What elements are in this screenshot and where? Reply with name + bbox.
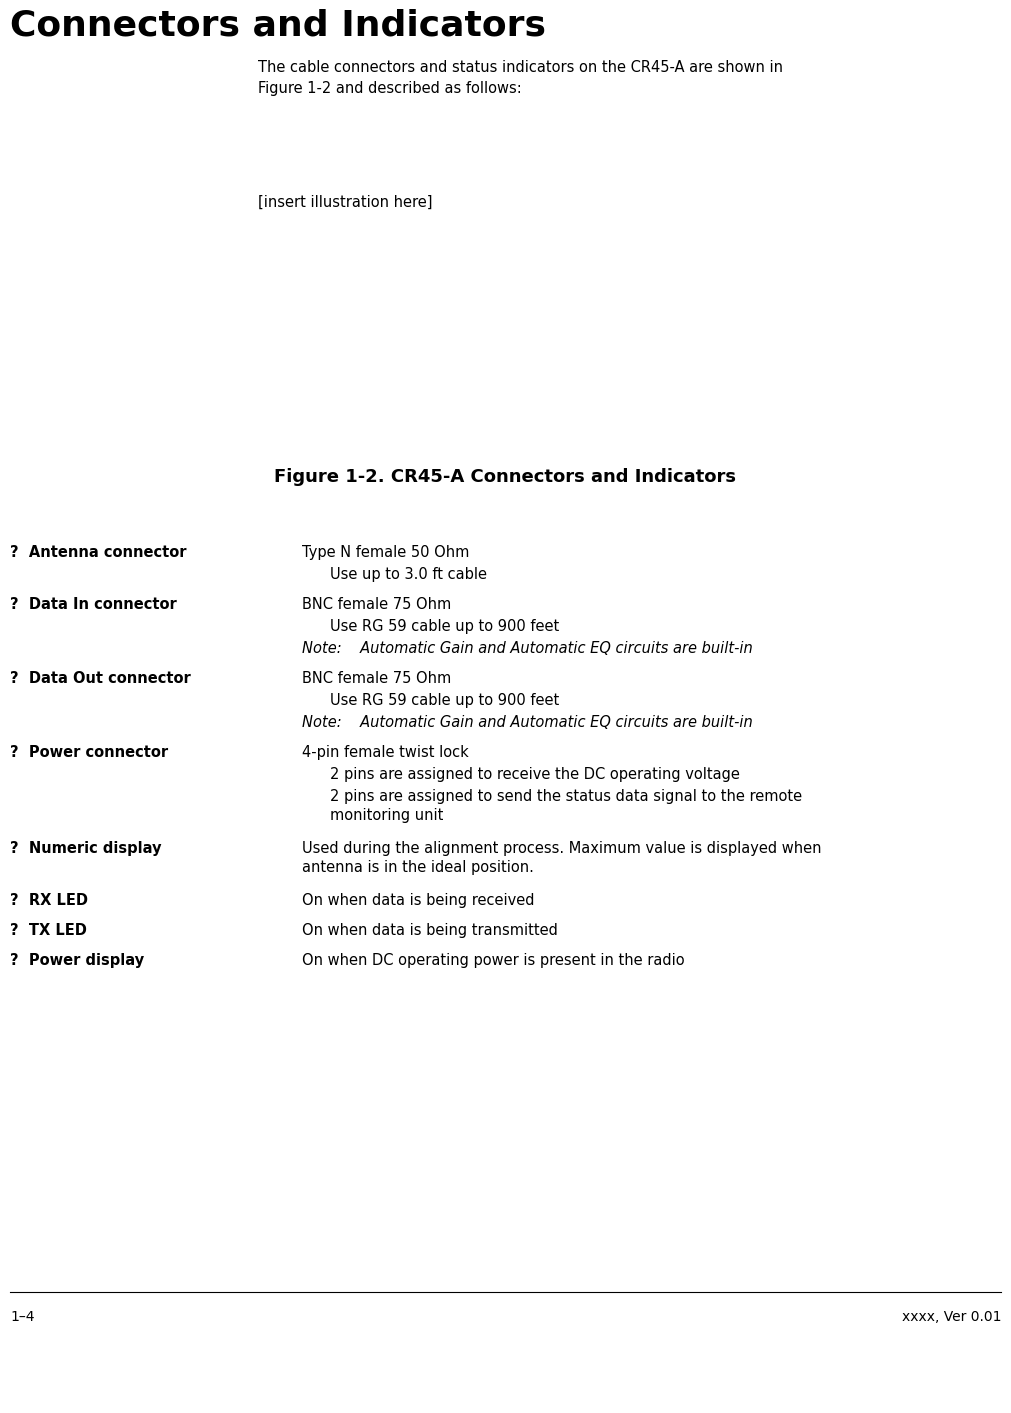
Text: Figure 1-2. CR45-A Connectors and Indicators: Figure 1-2. CR45-A Connectors and Indica… [274, 468, 736, 486]
Text: 4-pin female twist lock: 4-pin female twist lock [302, 745, 469, 760]
Text: [insert illustration here]: [insert illustration here] [258, 195, 433, 211]
Text: ?  Numeric display: ? Numeric display [10, 841, 162, 856]
Text: ?  Antenna connector: ? Antenna connector [10, 545, 186, 560]
Text: ?  RX LED: ? RX LED [10, 893, 88, 909]
Text: Used during the alignment process. Maximum value is displayed when
antenna is in: Used during the alignment process. Maxim… [302, 841, 822, 875]
Text: On when data is being received: On when data is being received [302, 893, 535, 909]
Text: Use RG 59 cable up to 900 feet: Use RG 59 cable up to 900 feet [330, 692, 559, 708]
Text: The cable connectors and status indicators on the CR45-A are shown in
Figure 1-2: The cable connectors and status indicato… [258, 59, 783, 96]
Text: On when data is being transmitted: On when data is being transmitted [302, 923, 558, 938]
Text: Note:    Automatic Gain and Automatic EQ circuits are built-in: Note: Automatic Gain and Automatic EQ ci… [302, 715, 753, 731]
Text: 2 pins are assigned to send the status data signal to the remote
monitoring unit: 2 pins are assigned to send the status d… [330, 788, 802, 822]
Text: Connectors and Indicators: Connectors and Indicators [10, 8, 546, 42]
Text: BNC female 75 Ohm: BNC female 75 Ohm [302, 598, 451, 612]
Text: BNC female 75 Ohm: BNC female 75 Ohm [302, 671, 451, 685]
Text: 2 pins are assigned to receive the DC operating voltage: 2 pins are assigned to receive the DC op… [330, 767, 740, 781]
Text: xxxx, Ver 0.01: xxxx, Ver 0.01 [902, 1310, 1001, 1324]
Text: On when DC operating power is present in the radio: On when DC operating power is present in… [302, 952, 684, 968]
Text: ?  TX LED: ? TX LED [10, 923, 87, 938]
Text: Use RG 59 cable up to 900 feet: Use RG 59 cable up to 900 feet [330, 619, 559, 634]
Text: 1–4: 1–4 [10, 1310, 34, 1324]
Text: ?  Data Out connector: ? Data Out connector [10, 671, 191, 685]
Text: Note:    Automatic Gain and Automatic EQ circuits are built-in: Note: Automatic Gain and Automatic EQ ci… [302, 642, 753, 656]
Text: Type N female 50 Ohm: Type N female 50 Ohm [302, 545, 469, 560]
Text: ?  Power connector: ? Power connector [10, 745, 168, 760]
Text: Use up to 3.0 ft cable: Use up to 3.0 ft cable [330, 567, 487, 582]
Text: ?  Power display: ? Power display [10, 952, 145, 968]
Text: ?  Data In connector: ? Data In connector [10, 598, 177, 612]
